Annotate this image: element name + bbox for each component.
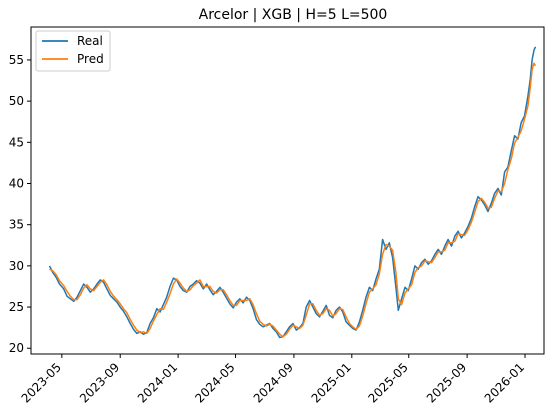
y-tick-label: 20 (9, 341, 24, 355)
y-tick-label: 25 (9, 300, 24, 314)
plot-frame (30, 26, 545, 355)
y-tick-label: 50 (9, 94, 24, 108)
legend-label-pred: Pred (77, 52, 104, 66)
chart-title: Arcelor | XGB | H=5 L=500 (199, 7, 388, 23)
y-tick-label: 55 (9, 53, 24, 67)
y-tick-label: 45 (9, 135, 24, 149)
y-tick-label: 40 (9, 176, 24, 190)
y-tick-label: 30 (9, 259, 24, 273)
series-layer (48, 46, 537, 339)
y-tick-label: 35 (9, 218, 24, 232)
legend: Real Pred (35, 30, 111, 72)
y-axis: 20 25 30 35 40 45 50 55 (9, 53, 31, 355)
legend-label-real: Real (77, 34, 103, 48)
series-line-pred (49, 62, 537, 338)
